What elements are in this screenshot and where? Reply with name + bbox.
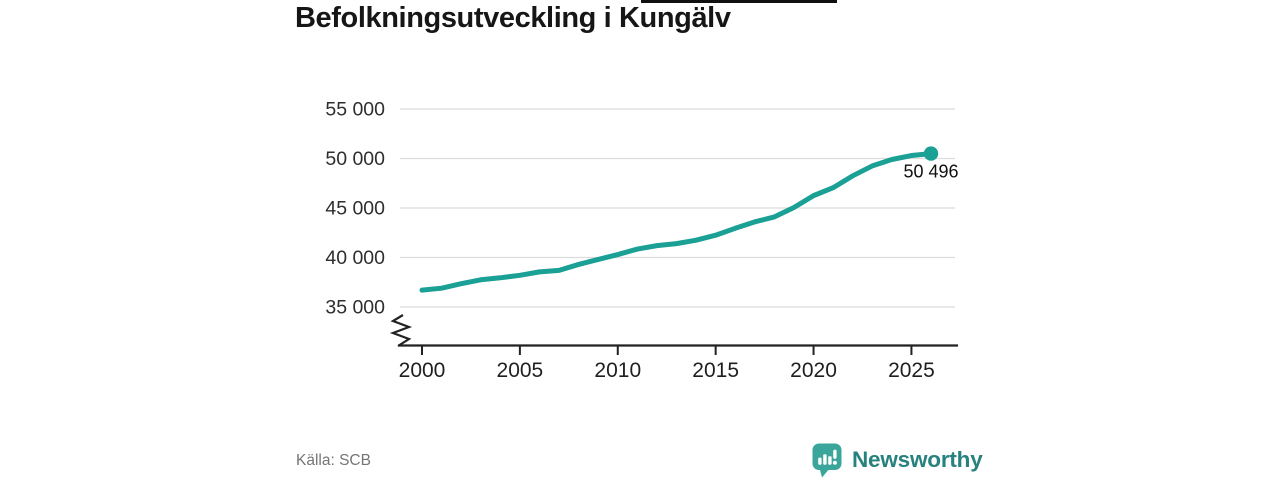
cropped-border-fragment — [641, 0, 837, 3]
x-tick-label: 2000 — [399, 359, 446, 382]
axis-labels: 35 000 40 000 45 000 50 000 55 000 2000 2005 20… — [325, 99, 934, 383]
data-series: 50 496 — [419, 146, 961, 293]
x-tick-label: 2005 — [497, 359, 544, 382]
end-point-dot — [923, 146, 939, 161]
y-tick-label: 55 000 — [325, 99, 385, 121]
y-tick-label: 40 000 — [325, 247, 385, 269]
end-value-label: 50 496 — [903, 162, 958, 182]
gridlines — [400, 108, 955, 308]
x-tick-label: 2020 — [790, 359, 837, 382]
chart-title: Befolkningsutveckling i Kungälv — [295, 2, 731, 34]
newsworthy-wordmark: Newsworthy — [852, 447, 983, 472]
axes — [389, 314, 958, 355]
newsworthy-logo: Newsworthy — [810, 441, 983, 479]
x-tick-label: 2025 — [888, 359, 935, 382]
axis-break-zigzag — [389, 314, 413, 347]
source-note: Källa: SCB — [296, 452, 371, 469]
y-tick-label: 35 000 — [325, 297, 385, 319]
x-tick-label: 2010 — [594, 359, 641, 382]
y-tick-label: 45 000 — [325, 198, 385, 220]
newsworthy-bubble-chart-icon — [812, 443, 842, 477]
population-line — [419, 151, 934, 293]
y-tick-label: 50 000 — [325, 148, 385, 170]
x-tick-label: 2015 — [692, 359, 739, 382]
